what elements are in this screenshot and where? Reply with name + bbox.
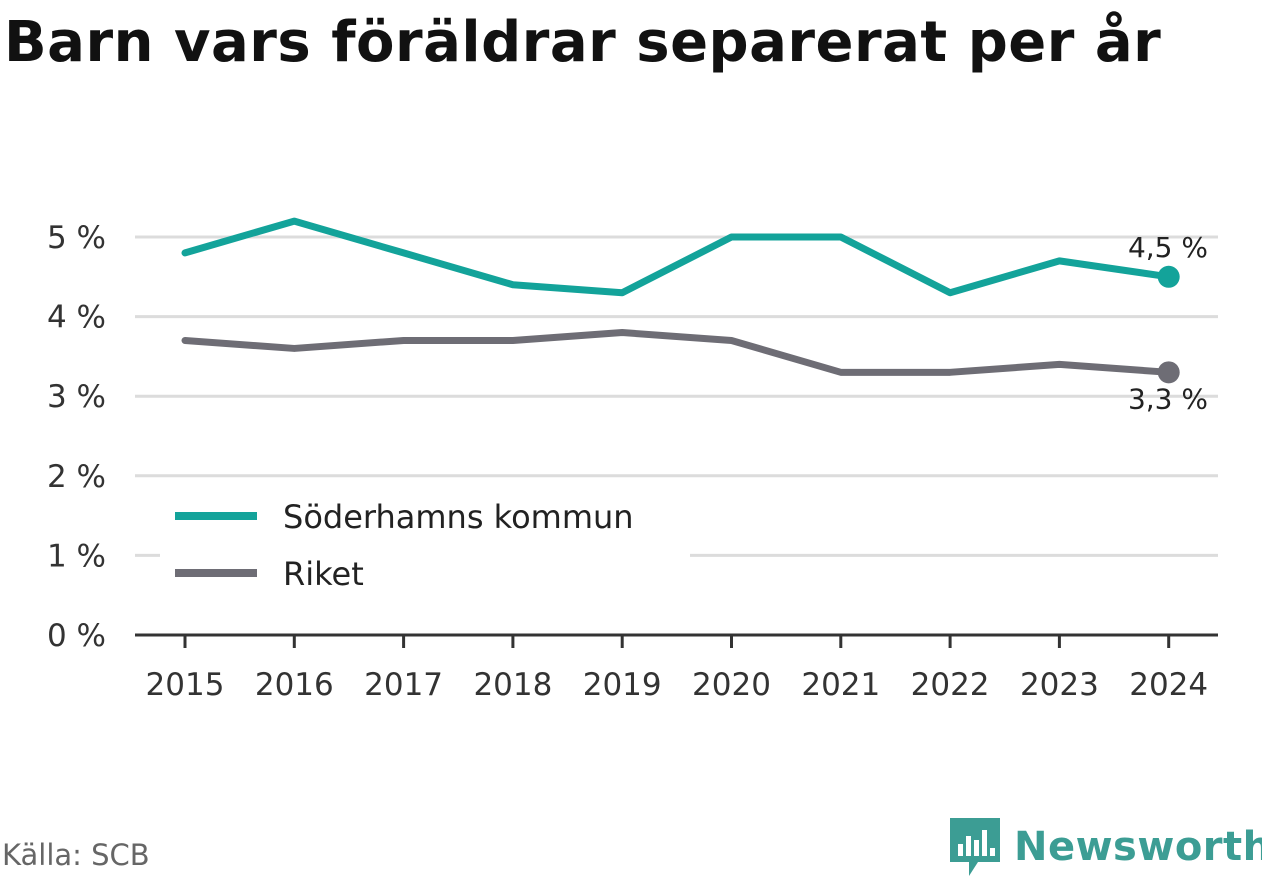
y-tick-label: 5 % bbox=[47, 220, 106, 256]
x-tick-label: 2023 bbox=[1020, 667, 1099, 703]
legend-background bbox=[160, 486, 690, 612]
newsworthy-logo-icon bbox=[950, 818, 1000, 876]
x-tick-label: 2022 bbox=[911, 667, 990, 703]
line-chart: 0 %1 %2 %3 %4 %5 % 2015 2016 2017 2018 2019 2… bbox=[47, 217, 1218, 703]
x-tick-label: 2017 bbox=[364, 667, 443, 703]
end-labels: 4,5 % 3,3 % bbox=[1128, 231, 1208, 416]
series-end-point bbox=[1157, 361, 1180, 384]
y-tick-label: 2 % bbox=[47, 459, 106, 495]
legend-label: Riket bbox=[283, 555, 364, 593]
y-tick-label: 1 % bbox=[47, 538, 106, 574]
y-axis-ticks: 0 % 1 % 2 % 3 % 4 % 5 % bbox=[47, 220, 106, 654]
series-line bbox=[181, 329, 1173, 376]
series-lines bbox=[181, 217, 1180, 384]
series-line bbox=[181, 217, 1173, 297]
brand: Newsworthy bbox=[950, 818, 1262, 876]
source-note: Källa: SCB bbox=[2, 838, 150, 872]
chart-title: Barn vars föräldrar separerat per år bbox=[4, 10, 1162, 75]
x-tick-label: 2016 bbox=[255, 667, 334, 703]
end-value-label: 4,5 % bbox=[1128, 231, 1208, 264]
x-tick-label: 2020 bbox=[692, 667, 771, 703]
x-tick-label: 2019 bbox=[583, 667, 662, 703]
x-tick-label: 2018 bbox=[473, 667, 552, 703]
x-tick-label: 2024 bbox=[1129, 667, 1208, 703]
brand-name: Newsworthy bbox=[1014, 824, 1262, 870]
x-tick-label: 2021 bbox=[801, 667, 880, 703]
x-axis: 2015 2016 2017 2018 2019 2020 2021 2022 2023 2024 bbox=[135, 633, 1218, 703]
legend: Söderhamns kommun Riket bbox=[160, 486, 690, 612]
series-end-point bbox=[1157, 265, 1180, 288]
end-value-label: 3,3 % bbox=[1128, 382, 1208, 415]
y-tick-label: 0 % bbox=[47, 618, 106, 654]
x-tick-label: 2015 bbox=[146, 667, 225, 703]
y-tick-label: 3 % bbox=[47, 379, 106, 415]
y-tick-label: 4 % bbox=[47, 300, 106, 336]
legend-label: Söderhamns kommun bbox=[283, 498, 634, 536]
